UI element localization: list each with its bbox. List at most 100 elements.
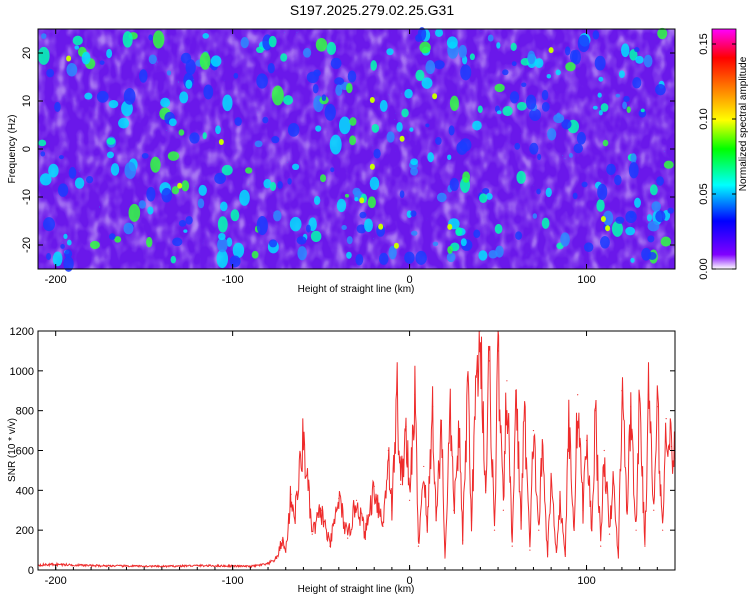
heatmap-spot [370, 60, 377, 71]
heatmap-spot [573, 143, 583, 154]
snr-point [600, 545, 602, 547]
heatmap-spot [292, 163, 300, 171]
heatmap-spot [303, 47, 312, 58]
heatmap-spot [305, 224, 311, 233]
heatmap-spot [411, 230, 418, 236]
heatmap-spot [421, 77, 433, 89]
snr-point [608, 533, 611, 535]
heatmap-spot [354, 196, 359, 202]
heatmap-spot [218, 232, 226, 241]
heatmap-spot [536, 188, 541, 195]
heatmap-spot [271, 85, 284, 106]
heatmap-spot [568, 152, 573, 158]
snr-point [541, 449, 543, 452]
snr-point [488, 360, 490, 362]
heatmap-spot [148, 54, 157, 65]
heatmap-spot [419, 41, 431, 54]
heatmap-spot [166, 70, 172, 76]
heatmap-spot [469, 53, 475, 61]
heatmap-spot [436, 192, 447, 203]
heatmap-spot [168, 118, 177, 127]
heatmap-spot [72, 35, 83, 46]
snr-point [423, 465, 425, 468]
snr-point [408, 499, 411, 501]
heatmap-spot [378, 252, 389, 265]
snr-point [612, 479, 614, 481]
heatmap-spot [606, 163, 616, 176]
snr-point [373, 485, 375, 487]
heatmap-spot [268, 35, 277, 48]
heatmap-y-ticks: -20 -10 0 10 20 [21, 47, 675, 253]
heatmap-spot [39, 173, 52, 186]
snr-point [585, 439, 588, 442]
heatmap-spot [66, 63, 78, 77]
heatmap-spot [521, 82, 527, 88]
snr-y-tick-label: 1200 [10, 326, 34, 338]
colorbar-tick-label: 0.15 [698, 33, 710, 54]
heatmap-spot [660, 236, 672, 247]
heatmap-spot [417, 27, 427, 41]
heatmap-spot [482, 187, 490, 194]
heatmap-spot [641, 247, 652, 261]
heatmap-spot [222, 94, 233, 112]
heatmap-x-label: Height of straight line (km) [298, 284, 415, 295]
heatmap-spot [349, 135, 357, 146]
heatmap-spot [415, 69, 425, 81]
heatmap-spot [511, 61, 517, 67]
snr-point [670, 445, 673, 448]
heatmap-spot [410, 158, 418, 166]
heatmap-spot [655, 84, 666, 96]
heatmap-spot [161, 187, 172, 203]
heatmap-spot [310, 230, 322, 243]
snr-series-line [37, 330, 676, 569]
heatmap-spot [435, 136, 442, 145]
heatmap-y-tick-label: -10 [21, 189, 33, 205]
heatmap-spot [118, 117, 129, 129]
heatmap-spot [96, 90, 109, 103]
heatmap-spot [99, 60, 105, 65]
heatmap-peak [369, 163, 375, 170]
heatmap-spot [406, 210, 413, 218]
heatmap-spot [449, 177, 459, 192]
heatmap-spot [63, 256, 74, 272]
heatmap-spot [630, 153, 637, 164]
heatmap-spot [344, 193, 350, 198]
snr-point [529, 549, 531, 551]
heatmap-spot [326, 41, 337, 55]
heatmap-spot [626, 106, 631, 114]
heatmap-spot [541, 89, 549, 101]
heatmap-spot [336, 198, 347, 213]
heatmap-spot [63, 233, 68, 239]
heatmap-spot [541, 102, 550, 112]
heatmap-spot [628, 162, 639, 179]
heatmap-spot [256, 216, 268, 236]
heatmap-spot [160, 97, 171, 108]
heatmap-y-tick-label: 10 [21, 95, 33, 107]
heatmap-spot [356, 224, 367, 234]
heatmap-x-tick-label: 100 [577, 274, 595, 286]
heatmap-spot [564, 46, 571, 56]
snr-x-tick-label: -100 [222, 575, 244, 587]
snr-point [329, 545, 331, 547]
heatmap-spot [179, 91, 189, 104]
heatmap-spot [433, 60, 445, 70]
heatmap-spot [296, 236, 307, 245]
heatmap-spot [355, 253, 364, 266]
snr-y-label: SNR (10 * v/v) [7, 418, 18, 482]
snr-y-tick-label: 800 [16, 406, 34, 418]
heatmap-spot [283, 95, 294, 105]
heatmap-spot [532, 213, 538, 219]
heatmap-spot [415, 250, 427, 265]
heatmap-spot [273, 210, 282, 222]
snr-point [511, 545, 513, 547]
snr-point [564, 553, 566, 555]
snr-point [506, 380, 508, 382]
heatmap-spot [216, 249, 229, 269]
snr-point [550, 479, 552, 481]
heatmap-spot [263, 178, 272, 189]
heatmap-spot [625, 226, 636, 236]
heatmap-peak [177, 182, 183, 189]
heatmap-spot [341, 225, 347, 230]
heatmap-spot [449, 95, 459, 112]
snr-point [267, 563, 269, 565]
